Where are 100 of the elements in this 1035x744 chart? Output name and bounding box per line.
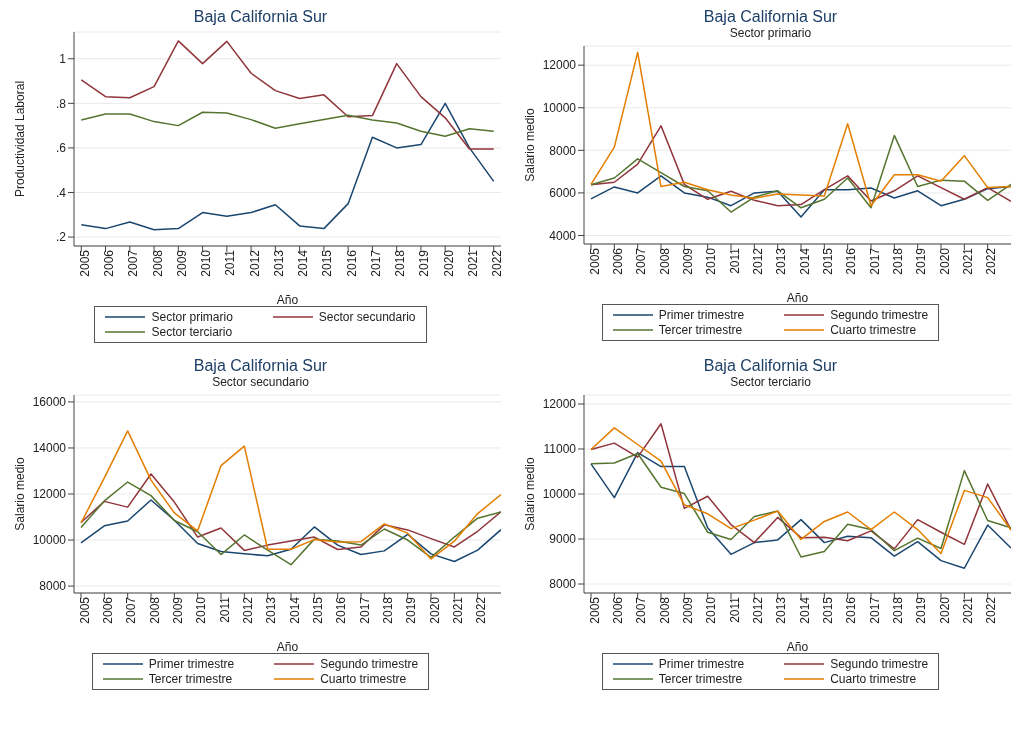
- x-tick-label: 2017: [357, 596, 372, 624]
- x-tick-label: 2012: [750, 596, 765, 624]
- legend-label: Primer trimestre: [148, 657, 235, 671]
- x-tick-label: 2020: [441, 249, 456, 277]
- y-axis-title: Salario medio: [523, 456, 538, 531]
- y-tick-label: .4: [55, 185, 67, 200]
- x-tick-label: 2012: [750, 247, 765, 275]
- x-tick-label: 2011: [217, 596, 232, 623]
- x-tick-label: 2012: [240, 596, 255, 624]
- x-tick-label: 2010: [199, 249, 214, 277]
- x-tick-label: 2019: [404, 596, 419, 624]
- x-tick-label: 2013: [774, 596, 789, 624]
- legend-label: Tercer trimestre: [658, 323, 743, 337]
- line-series: [80, 499, 501, 563]
- x-tick-label: 2021: [960, 596, 975, 624]
- line-series: [80, 481, 501, 566]
- legend-label: Sector terciario: [151, 325, 233, 339]
- y-tick-label: 4000: [549, 228, 577, 243]
- x-tick-label: 2017: [867, 596, 882, 624]
- x-tick-label: 2021: [960, 247, 975, 275]
- x-tick-label: 2011: [727, 596, 742, 623]
- x-tick-label: 2021: [450, 596, 465, 624]
- x-tick-label: 2021: [465, 249, 480, 277]
- x-tick-label: 2016: [844, 596, 859, 624]
- x-tick-label: 2013: [774, 247, 789, 275]
- legend-label: Tercer trimestre: [148, 672, 233, 686]
- chart-title: Baja California Sur: [192, 357, 329, 375]
- x-tick-label: 2008: [150, 249, 165, 277]
- legend-label: Sector primario: [151, 310, 233, 324]
- chart-title: Baja California Sur: [702, 8, 839, 26]
- x-tick-label: 2014: [296, 249, 311, 277]
- x-tick-label: 2020: [937, 596, 952, 624]
- x-tick-label: 2018: [890, 596, 905, 624]
- x-tick-label: 2013: [264, 596, 279, 624]
- x-tick-label: 2005: [587, 247, 602, 275]
- y-axis-title: Salario medio: [523, 107, 538, 182]
- legend-label: Cuarto trimestre: [320, 672, 407, 686]
- x-tick-label: 2019: [914, 596, 929, 624]
- x-tick-label: 2009: [170, 596, 185, 624]
- x-tick-label: 2022: [474, 596, 489, 624]
- x-tick-label: 2018: [393, 249, 408, 277]
- y-tick-label: 10000: [542, 101, 577, 115]
- line-series: [590, 51, 1011, 207]
- x-tick-label: 2007: [634, 596, 649, 624]
- x-tick-label: 2005: [77, 596, 92, 624]
- x-tick-label: 2022: [490, 249, 505, 277]
- x-tick-label: 2017: [368, 249, 383, 277]
- legend-label: Cuarto trimestre: [830, 672, 917, 686]
- x-tick-label: 2007: [126, 249, 141, 277]
- legend-label: Segundo trimestre: [320, 657, 419, 671]
- x-tick-label: 2006: [100, 596, 115, 624]
- y-tick-label: 8000: [549, 577, 577, 592]
- x-tick-label: 2014: [287, 596, 302, 624]
- x-tick-label: 2016: [334, 596, 349, 624]
- x-tick-label: 2018: [890, 247, 905, 275]
- x-tick-label: 2006: [610, 596, 625, 624]
- line-series: [80, 430, 501, 560]
- x-tick-label: 2015: [320, 249, 335, 277]
- y-tick-label: 6000: [549, 186, 577, 201]
- line-series: [80, 102, 495, 231]
- y-tick-label: 12000: [32, 487, 67, 502]
- x-tick-label: 2009: [680, 596, 695, 624]
- y-tick-label: 11000: [543, 442, 577, 457]
- legend-label: Segundo trimestre: [830, 308, 929, 322]
- line-series: [80, 40, 495, 150]
- x-tick-label: 2019: [914, 247, 929, 275]
- x-tick-label: 2007: [634, 247, 649, 275]
- legend-label: Sector secundario: [318, 310, 416, 324]
- y-tick-label: 12000: [542, 397, 577, 412]
- x-tick-label: 2006: [102, 249, 117, 277]
- x-tick-label: 2022: [984, 596, 999, 624]
- y-axis-title: Productividad Laboral: [13, 80, 28, 198]
- x-tick-label: 2008: [657, 596, 672, 624]
- x-tick-label: 2011: [727, 247, 742, 274]
- x-axis-title: Año: [786, 640, 809, 654]
- x-tick-label: 2008: [147, 596, 162, 624]
- line-series: [590, 134, 1011, 213]
- x-tick-label: 2006: [610, 247, 625, 275]
- y-tick-label: 16000: [32, 395, 67, 410]
- x-tick-label: 2005: [77, 249, 92, 277]
- x-tick-label: 2017: [867, 247, 882, 275]
- y-tick-label: 12000: [542, 58, 577, 73]
- x-tick-label: 2008: [657, 247, 672, 275]
- x-tick-label: 2015: [820, 596, 835, 624]
- x-axis-title: Año: [276, 293, 299, 307]
- legend-label: Tercer trimestre: [658, 672, 743, 686]
- x-tick-label: 2019: [417, 249, 432, 277]
- x-tick-label: 2011: [223, 249, 238, 276]
- x-tick-label: 2015: [310, 596, 325, 624]
- legend-label: Segundo trimestre: [830, 657, 929, 671]
- x-tick-label: 2009: [174, 249, 189, 277]
- x-tick-label: 2022: [984, 247, 999, 275]
- x-tick-label: 2010: [194, 596, 209, 624]
- x-tick-label: 2018: [380, 596, 395, 624]
- x-axis-title: Año: [786, 291, 809, 305]
- x-axis-title: Año: [276, 640, 299, 654]
- chart-title: Baja California Sur: [192, 8, 329, 26]
- y-tick-label: 10000: [32, 533, 67, 548]
- x-tick-label: 2010: [704, 247, 719, 275]
- x-tick-label: 2009: [680, 247, 695, 275]
